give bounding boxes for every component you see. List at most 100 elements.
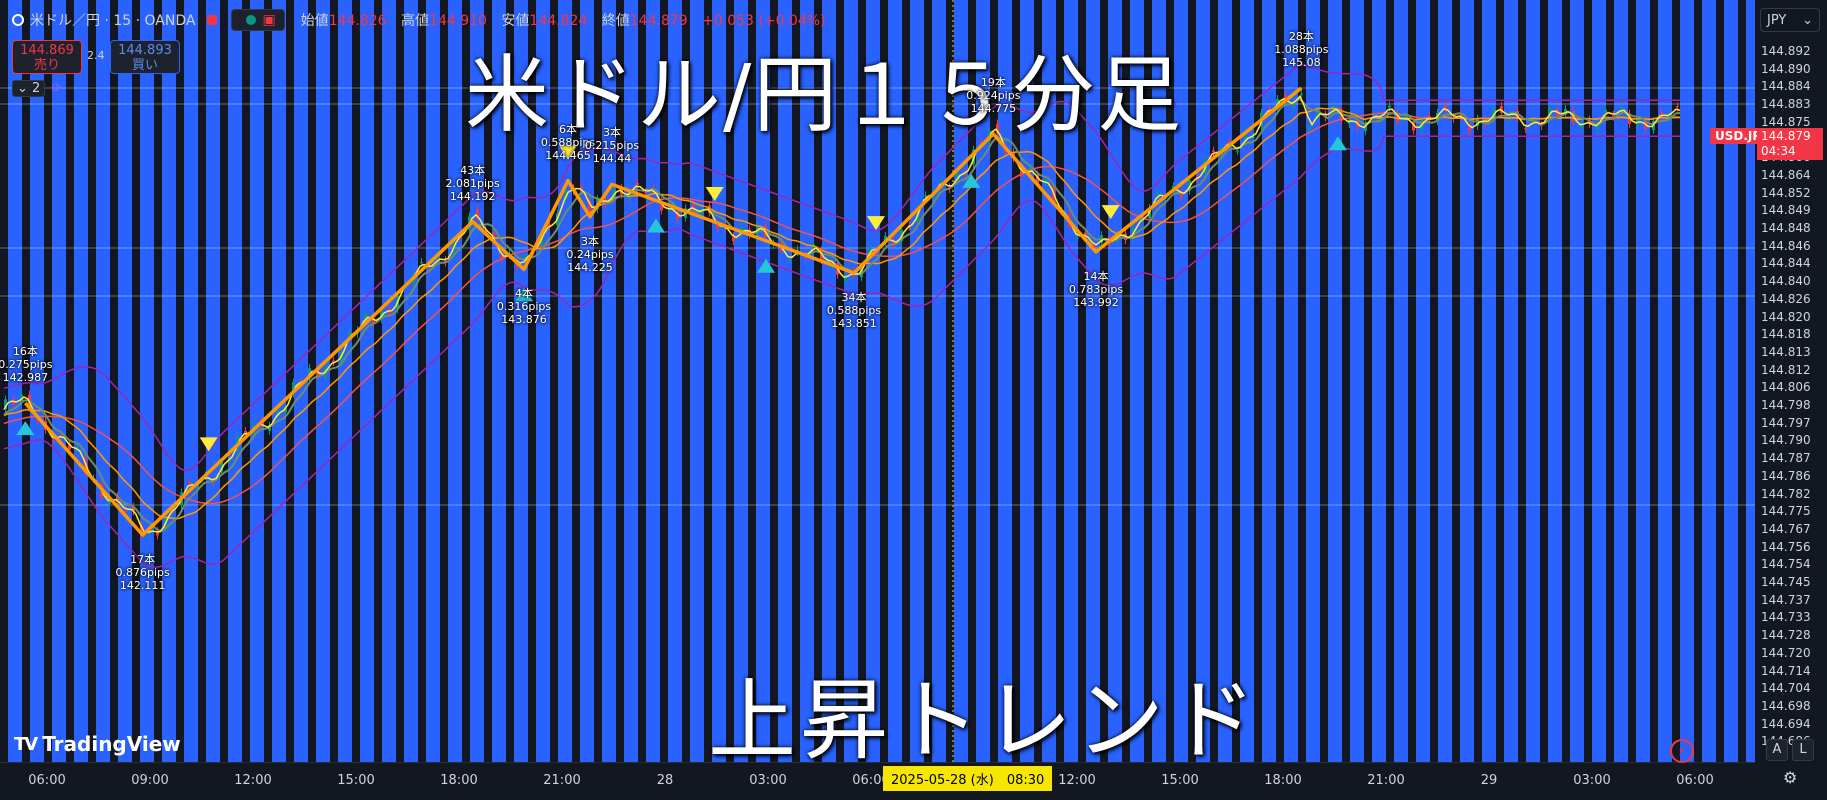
price-tick: 144.875	[1761, 114, 1811, 129]
buy-price: 144.893	[118, 43, 172, 58]
candle-body	[308, 368, 311, 378]
session-stripe	[272, 0, 286, 762]
session-stripe	[888, 0, 902, 762]
session-stripe	[74, 0, 88, 762]
time-axis[interactable]: 06:00 09:00 12:00 15:00 18:00 21:00 28 03:00 06:…	[0, 762, 1755, 800]
candle-body	[1316, 110, 1319, 117]
candle-body	[1180, 192, 1183, 198]
buy-button[interactable]: 144.893 買い	[110, 40, 180, 74]
tradingview-logo[interactable]: TV TradingView	[14, 732, 181, 756]
session-stripe	[96, 0, 110, 762]
symbol-info[interactable]: 米ドル／円 · 15 · OANDA	[12, 10, 218, 30]
zigzag-label-line: 144.44	[592, 152, 632, 166]
chevron-down-icon: ⌄	[1802, 12, 1813, 28]
candle-body	[1092, 244, 1095, 248]
candle-body	[1212, 150, 1215, 153]
price-tick: 144.806	[1761, 380, 1811, 395]
zigzag-label-line: 14本	[1083, 269, 1109, 283]
gear-icon[interactable]: ⚙	[1783, 768, 1798, 787]
price-tick: 144.790	[1761, 433, 1811, 448]
high-label: 高値	[401, 13, 430, 29]
candle-body	[660, 201, 663, 211]
zigzag-label: 4本 0.316pips 143.876	[497, 287, 551, 326]
candle-body	[548, 224, 551, 227]
market-status[interactable]: ▣	[231, 9, 285, 31]
zigzag-label-line: 0.588pips	[826, 304, 882, 318]
down-signal-icon	[559, 145, 577, 160]
session-stripe	[1702, 0, 1716, 762]
zigzag-label-line: 0.215pips	[584, 139, 640, 153]
price-tick: 144.848	[1761, 221, 1811, 235]
zigzag-label-line: 143.876	[501, 313, 547, 327]
sell-button[interactable]: 144.869 売り	[12, 40, 82, 74]
session-stripe	[1680, 0, 1694, 762]
zigzag-label: 43本 2.081pips 144.192	[446, 164, 500, 203]
currency-selector[interactable]: JPY ⌄	[1760, 8, 1820, 32]
price-tick: 144.884	[1761, 79, 1811, 94]
session-stripe	[1196, 0, 1210, 762]
price-tick: 144.728	[1761, 628, 1811, 643]
low-label: 安値	[501, 13, 530, 29]
session-stripe	[1592, 0, 1606, 762]
session-stripe	[1086, 0, 1100, 762]
price-tick: 144.798	[1761, 398, 1811, 412]
session-stripe	[1746, 0, 1755, 762]
price-tick: 144.818	[1761, 327, 1811, 342]
session-stripe	[844, 0, 858, 762]
candle-body	[156, 531, 159, 536]
candle-body	[1076, 237, 1079, 239]
session-stripe	[338, 0, 352, 762]
candle-body	[1500, 106, 1503, 113]
price-tick: 144.813	[1761, 344, 1811, 359]
candle-body	[1300, 93, 1303, 95]
price-tick: 144.786	[1761, 468, 1811, 483]
price-tick: 144.782	[1761, 486, 1811, 501]
candle-body	[1292, 101, 1295, 107]
open-value: 144.826	[328, 13, 387, 29]
candle-body	[1364, 124, 1367, 132]
session-stripe	[536, 0, 550, 762]
session-stripe	[734, 0, 748, 762]
price-tick: 144.737	[1761, 592, 1811, 607]
price-chart[interactable]	[0, 0, 1755, 762]
chart-header: 米ドル／円 · 15 · OANDA ▣ 始値144.826 高値144.910…	[0, 0, 836, 40]
price-tick: 144.797	[1761, 415, 1811, 430]
auto-scale-button[interactable]: A	[1766, 739, 1788, 761]
session-stripe	[250, 0, 264, 762]
session-stripe	[822, 0, 836, 762]
zigzag-label: 16本 0.275pips 142.987	[0, 345, 52, 384]
candle-body	[1252, 137, 1255, 139]
candle-body	[372, 318, 375, 324]
brand-name: TradingView	[42, 732, 181, 756]
zigzag-label-line: 145.08	[1282, 56, 1321, 69]
time-tick: 21:00	[543, 773, 581, 788]
up-signal-icon	[757, 258, 775, 273]
session-stripe	[976, 0, 990, 762]
candle-body	[476, 209, 479, 219]
candle-body	[36, 419, 39, 421]
session-stripe	[470, 0, 484, 762]
zigzag-label: 28本 1.088pips 145.08	[1274, 30, 1328, 69]
flag-marker-icon[interactable]	[207, 15, 218, 25]
symbol-title: 米ドル／円 · 15 · OANDA	[30, 13, 196, 29]
down-signal-icon	[867, 216, 885, 231]
zigzag-label: 34本 0.588pips 143.851	[827, 291, 881, 330]
session-stripe	[514, 0, 528, 762]
lightning-icon[interactable]: ⚡	[1670, 739, 1694, 763]
zigzag-label: 14本 0.783pips 143.992	[1069, 270, 1123, 309]
price-tick: 144.849	[1761, 203, 1811, 218]
session-stripe	[1372, 0, 1386, 762]
zigzag-label-line: 43本	[460, 163, 486, 177]
candle-body	[1596, 124, 1599, 130]
session-stripe	[910, 0, 924, 762]
candle-body	[84, 458, 87, 474]
session-stripe	[426, 0, 440, 762]
zigzag-label-line: 0.275pips	[0, 358, 53, 372]
session-stripe	[1416, 0, 1430, 762]
indicators-toggle[interactable]: ⌄ 2 ⟳	[12, 80, 62, 97]
candle-body	[1140, 218, 1143, 220]
session-stripe	[690, 0, 704, 762]
time-tick: 09:00	[131, 773, 169, 788]
change-value: +0.053 (+0.04%)	[702, 13, 826, 29]
log-scale-button[interactable]: L	[1792, 739, 1814, 761]
